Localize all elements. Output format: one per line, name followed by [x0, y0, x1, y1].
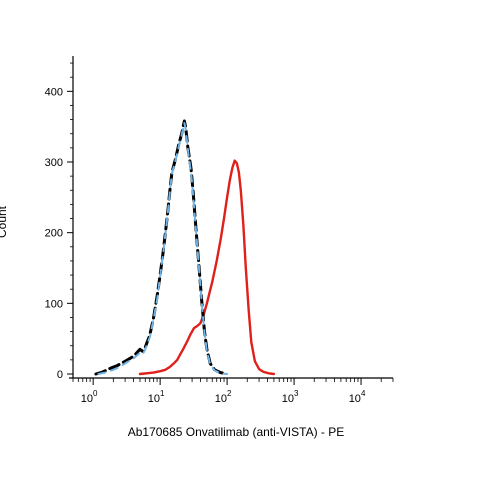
y-tick-label: 400 [45, 86, 63, 98]
y-tick-label: 0 [57, 369, 63, 381]
plot-frame [69, 56, 393, 379]
x-tick-label: 101 [148, 389, 165, 405]
y-tick-label: 200 [45, 228, 63, 240]
x-tick-label: 100 [81, 389, 98, 405]
y-axis: 0 100 200 300 400 [45, 62, 73, 381]
y-tick-label: 100 [45, 298, 63, 310]
y-axis-title: Count [0, 205, 9, 238]
series-line-0 [94, 119, 229, 376]
x-tick-label: 102 [215, 389, 232, 405]
series-line-1 [97, 122, 229, 375]
series-layer [94, 119, 276, 376]
y-tick-label: 300 [45, 157, 63, 169]
series-line-2 [138, 159, 276, 376]
x-axis: 100 101 102 103 104 [72, 378, 394, 405]
x-tick-label: 103 [282, 389, 299, 405]
x-tick-label: 104 [349, 389, 366, 405]
x-axis-title: Ab170685 Onvatilimab (anti-VISTA) - PE [128, 425, 345, 439]
